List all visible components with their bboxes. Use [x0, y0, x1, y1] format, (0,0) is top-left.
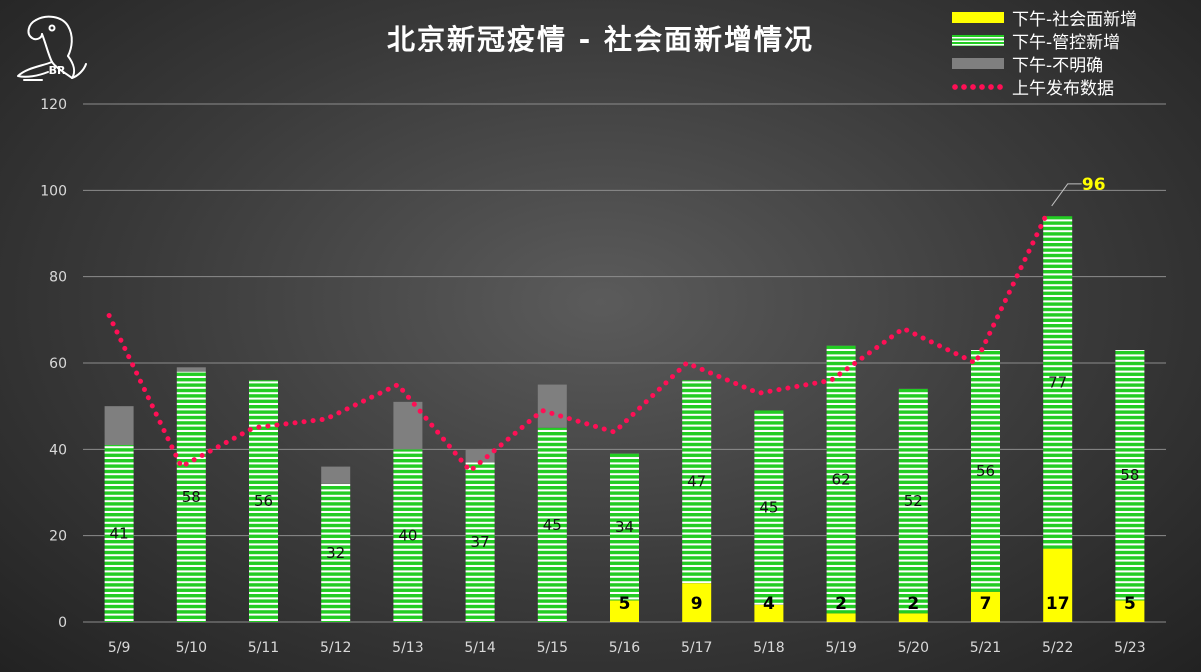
logo-text: BR	[49, 64, 66, 77]
legend-item-control: 下午-管控新增	[952, 29, 1137, 53]
data-label-control: 37	[471, 533, 490, 551]
x-tick-label: 5/19	[825, 640, 856, 656]
bar-control	[249, 380, 278, 622]
x-tick-label: 5/15	[537, 640, 568, 656]
bar-control	[1115, 350, 1145, 601]
bar-control	[971, 350, 1000, 592]
y-tick-label: 0	[58, 615, 67, 631]
data-label-social: 9	[691, 594, 703, 614]
x-tick-label: 5/17	[681, 640, 712, 656]
y-tick-label: 100	[40, 183, 67, 199]
legend-swatch-unknown	[952, 58, 1004, 69]
bar-unknown	[537, 384, 567, 428]
x-tick-label: 5/10	[176, 640, 207, 656]
chart-title: 北京新冠疫情 - 社会面新增情况	[386, 23, 815, 56]
legend-label-unknown: 下午-不明确	[1012, 56, 1104, 76]
data-label-social: 2	[907, 594, 919, 614]
bar-social	[898, 613, 928, 622]
data-label-social: 17	[1046, 594, 1070, 614]
x-tick-label: 5/13	[392, 640, 423, 656]
x-tick-label: 5/16	[609, 640, 641, 656]
bar-unknown	[321, 466, 351, 484]
data-label-control: 56	[976, 462, 995, 480]
bar-social	[754, 604, 784, 622]
x-tick-label: 5/12	[320, 640, 351, 656]
bar-control	[321, 483, 351, 622]
bar-social	[1115, 600, 1145, 622]
legend-item-unknown: 下午-不明确	[952, 52, 1137, 76]
bar-unknown	[393, 401, 423, 450]
data-label-social: 5	[619, 594, 631, 614]
data-label-control: 58	[182, 488, 201, 506]
data-label-social: 5	[1124, 594, 1136, 614]
data-label-social: 4	[763, 594, 775, 614]
bar-social	[1043, 548, 1073, 622]
bar-control	[537, 427, 567, 622]
data-label-control: 56	[254, 492, 273, 510]
x-tick-label: 5/20	[898, 640, 929, 656]
bar-control	[754, 410, 784, 605]
bar-control	[104, 445, 134, 622]
x-tick-label: 5/9	[108, 640, 131, 656]
legend-swatch-morning	[952, 83, 1004, 90]
legend-label-control: 下午-管控新增	[1012, 33, 1121, 53]
y-tick-label: 60	[49, 356, 67, 372]
data-label-control: 32	[326, 544, 345, 562]
legend-item-morning: 上午发布数据	[952, 75, 1137, 99]
annotation-leader	[1051, 183, 1082, 207]
bar-control	[1043, 216, 1073, 549]
x-tick-label: 5/18	[753, 640, 784, 656]
bar-unknown	[176, 367, 206, 372]
legend-swatch-control	[952, 35, 1004, 46]
y-tick-label: 40	[49, 442, 67, 458]
bar-control	[176, 371, 206, 622]
bar-social	[682, 583, 712, 622]
data-label-control: 47	[687, 473, 706, 491]
data-label-control: 41	[110, 525, 129, 543]
bar-control	[826, 345, 856, 614]
bar-control	[682, 380, 712, 584]
legend: 下午-社会面新增 下午-管控新增 下午-不明确 上午发布数据	[952, 6, 1138, 99]
bar-social	[610, 600, 639, 622]
data-label-control: 52	[904, 492, 923, 510]
data-label-control: 40	[398, 527, 417, 545]
data-label-control: 58	[1120, 466, 1139, 484]
bar-unknown	[104, 406, 134, 446]
x-tick-label: 5/22	[1042, 640, 1073, 656]
legend-swatch-social	[952, 12, 1004, 23]
y-tick-label: 20	[49, 529, 67, 545]
data-label-control: 77	[1048, 373, 1067, 391]
bar-control	[898, 388, 928, 614]
bar-social	[826, 613, 856, 622]
data-label-control: 45	[759, 499, 778, 517]
data-label-social: 7	[980, 594, 992, 614]
bar-control	[465, 462, 495, 622]
legend-item-social: 下午-社会面新增	[952, 6, 1138, 30]
x-tick-label: 5/14	[464, 640, 496, 656]
bar-control	[393, 449, 423, 622]
y-tick-label: 80	[49, 270, 67, 286]
x-tick-label: 5/21	[970, 640, 1001, 656]
x-tick-label: 5/23	[1114, 640, 1145, 656]
x-tick-label: 5/11	[248, 640, 279, 656]
data-label-control: 45	[543, 516, 562, 534]
parrot-logo-icon: BR	[12, 10, 92, 86]
legend-label-morning: 上午发布数据	[1012, 79, 1114, 99]
bar-social	[971, 591, 1000, 622]
bar-control	[610, 453, 639, 601]
data-label-social: 2	[835, 594, 847, 614]
y-tick-label: 120	[40, 97, 67, 113]
series-line-morning	[106, 209, 1051, 475]
data-label-control: 62	[832, 471, 851, 489]
annotation-label: 96	[1082, 175, 1106, 195]
data-label-control: 34	[615, 518, 634, 536]
legend-label-social: 下午-社会面新增	[1012, 10, 1138, 30]
